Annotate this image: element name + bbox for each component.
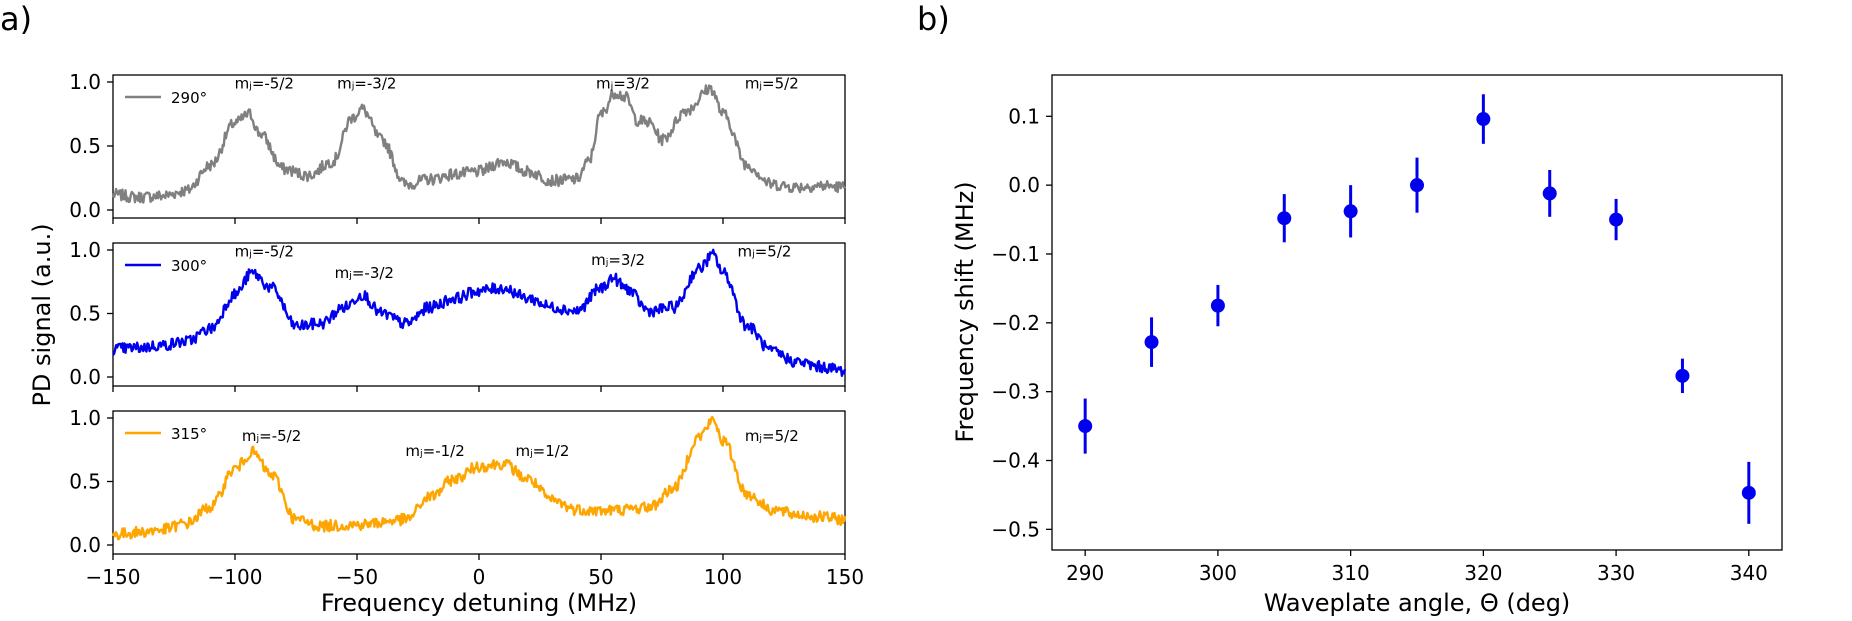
- peak-annotation: mⱼ=-3/2: [335, 264, 394, 282]
- peak-annotation: mⱼ=1/2: [515, 442, 569, 460]
- peak-annotation: mⱼ=-3/2: [337, 74, 396, 92]
- data-point: [1476, 112, 1491, 127]
- y-tick-label: 1.0: [69, 238, 101, 262]
- subplot-2: 0.0 0.5 1.0 315° mⱼ=-5/2 mⱼ=-1/2 mⱼ=1/2 mⱼ=5/2: [69, 406, 847, 560]
- data-point: [1210, 298, 1225, 313]
- y-axis-label: Frequency shift (MHz): [951, 181, 979, 442]
- peak-annotation: mⱼ=-5/2: [235, 74, 294, 92]
- y-tick-label: 0.5: [69, 470, 101, 494]
- series-line: [111, 84, 846, 204]
- y-tick-label: −0.3: [991, 380, 1040, 404]
- x-tick-label: 290: [1066, 561, 1104, 585]
- data-point: [1675, 368, 1690, 383]
- x-axis-label: Waveplate angle, Θ (deg): [1264, 589, 1571, 617]
- peak-annotation: mⱼ=-1/2: [405, 442, 464, 460]
- x-tick-label: 320: [1464, 561, 1502, 585]
- y-tick-label: −0.5: [991, 517, 1040, 541]
- peak-annotation: mⱼ=5/2: [738, 242, 792, 260]
- peak-annotation: mⱼ=5/2: [745, 74, 799, 92]
- y-tick-label: 0.0: [69, 365, 101, 389]
- x-tick-label: 150: [826, 565, 864, 589]
- subplot-0: 0.0 0.5 1.0 290° mⱼ=-5/2 mⱼ=-3/2 mⱼ=3/2 mⱼ=5/2: [69, 70, 846, 224]
- x-tick-label: 310: [1332, 561, 1370, 585]
- data-point: [1277, 211, 1292, 226]
- legend-label: 300°: [171, 257, 207, 275]
- x-tick-label: 100: [704, 565, 742, 589]
- legend-label: 315°: [171, 425, 207, 443]
- y-tick-label: −0.2: [991, 311, 1040, 335]
- y-tick-label: 0.5: [69, 302, 101, 326]
- peak-annotation: mⱼ=3/2: [591, 251, 645, 269]
- x-tick-label: −150: [86, 565, 141, 589]
- y-axis-label: PD signal (a.u.): [28, 223, 56, 406]
- x-tick-label: 0: [473, 565, 486, 589]
- legend-label: 290°: [171, 89, 207, 107]
- y-tick-label: 0.1: [1008, 104, 1040, 128]
- subplot-1: 0.0 0.5 1.0 300° mⱼ=-5/2 mⱼ=-3/2 mⱼ=3/2 mⱼ=5/2: [69, 238, 847, 392]
- peak-annotation: mⱼ=5/2: [745, 427, 799, 445]
- y-tick-label: 0.0: [69, 533, 101, 557]
- x-tick-label: 340: [1730, 561, 1768, 585]
- data-point: [1609, 212, 1624, 227]
- x-tick-label: 300: [1199, 561, 1237, 585]
- x-axis-label: Frequency detuning (MHz): [321, 589, 637, 617]
- subplot-frame: [112, 410, 846, 555]
- data-point: [1741, 485, 1756, 500]
- peak-annotation: mⱼ=-5/2: [242, 427, 301, 445]
- x-tick-label: −100: [208, 565, 263, 589]
- panel-b-frequency-shift: −0.5 −0.4 −0.3 −0.2 −0.1 0.0 0.1 290 300 310 320 33…: [951, 74, 1783, 617]
- plot-frame: [1051, 74, 1783, 551]
- x-tick-label: −50: [336, 565, 378, 589]
- x-tick-label: 330: [1597, 561, 1635, 585]
- x-tick-label: 50: [588, 565, 613, 589]
- peak-annotation: mⱼ=-5/2: [235, 242, 294, 260]
- data-point: [1078, 419, 1093, 434]
- series-line: [111, 415, 847, 541]
- data-point: [1542, 186, 1557, 201]
- y-tick-label: 1.0: [69, 70, 101, 94]
- peak-annotation: mⱼ=3/2: [596, 74, 650, 92]
- series-line: [112, 248, 847, 377]
- panel-label-a: a): [0, 0, 32, 38]
- panel-label-b: b): [917, 0, 950, 38]
- y-tick-label: 1.0: [69, 406, 101, 430]
- y-tick-label: 0.0: [69, 198, 101, 222]
- y-tick-label: −0.1: [991, 242, 1040, 266]
- data-point: [1144, 335, 1159, 350]
- data-point: [1410, 178, 1424, 193]
- y-tick-label: −0.4: [991, 449, 1040, 473]
- y-tick-label: 0.5: [69, 134, 101, 158]
- data-point: [1343, 204, 1358, 219]
- y-tick-label: 0.0: [1008, 173, 1040, 197]
